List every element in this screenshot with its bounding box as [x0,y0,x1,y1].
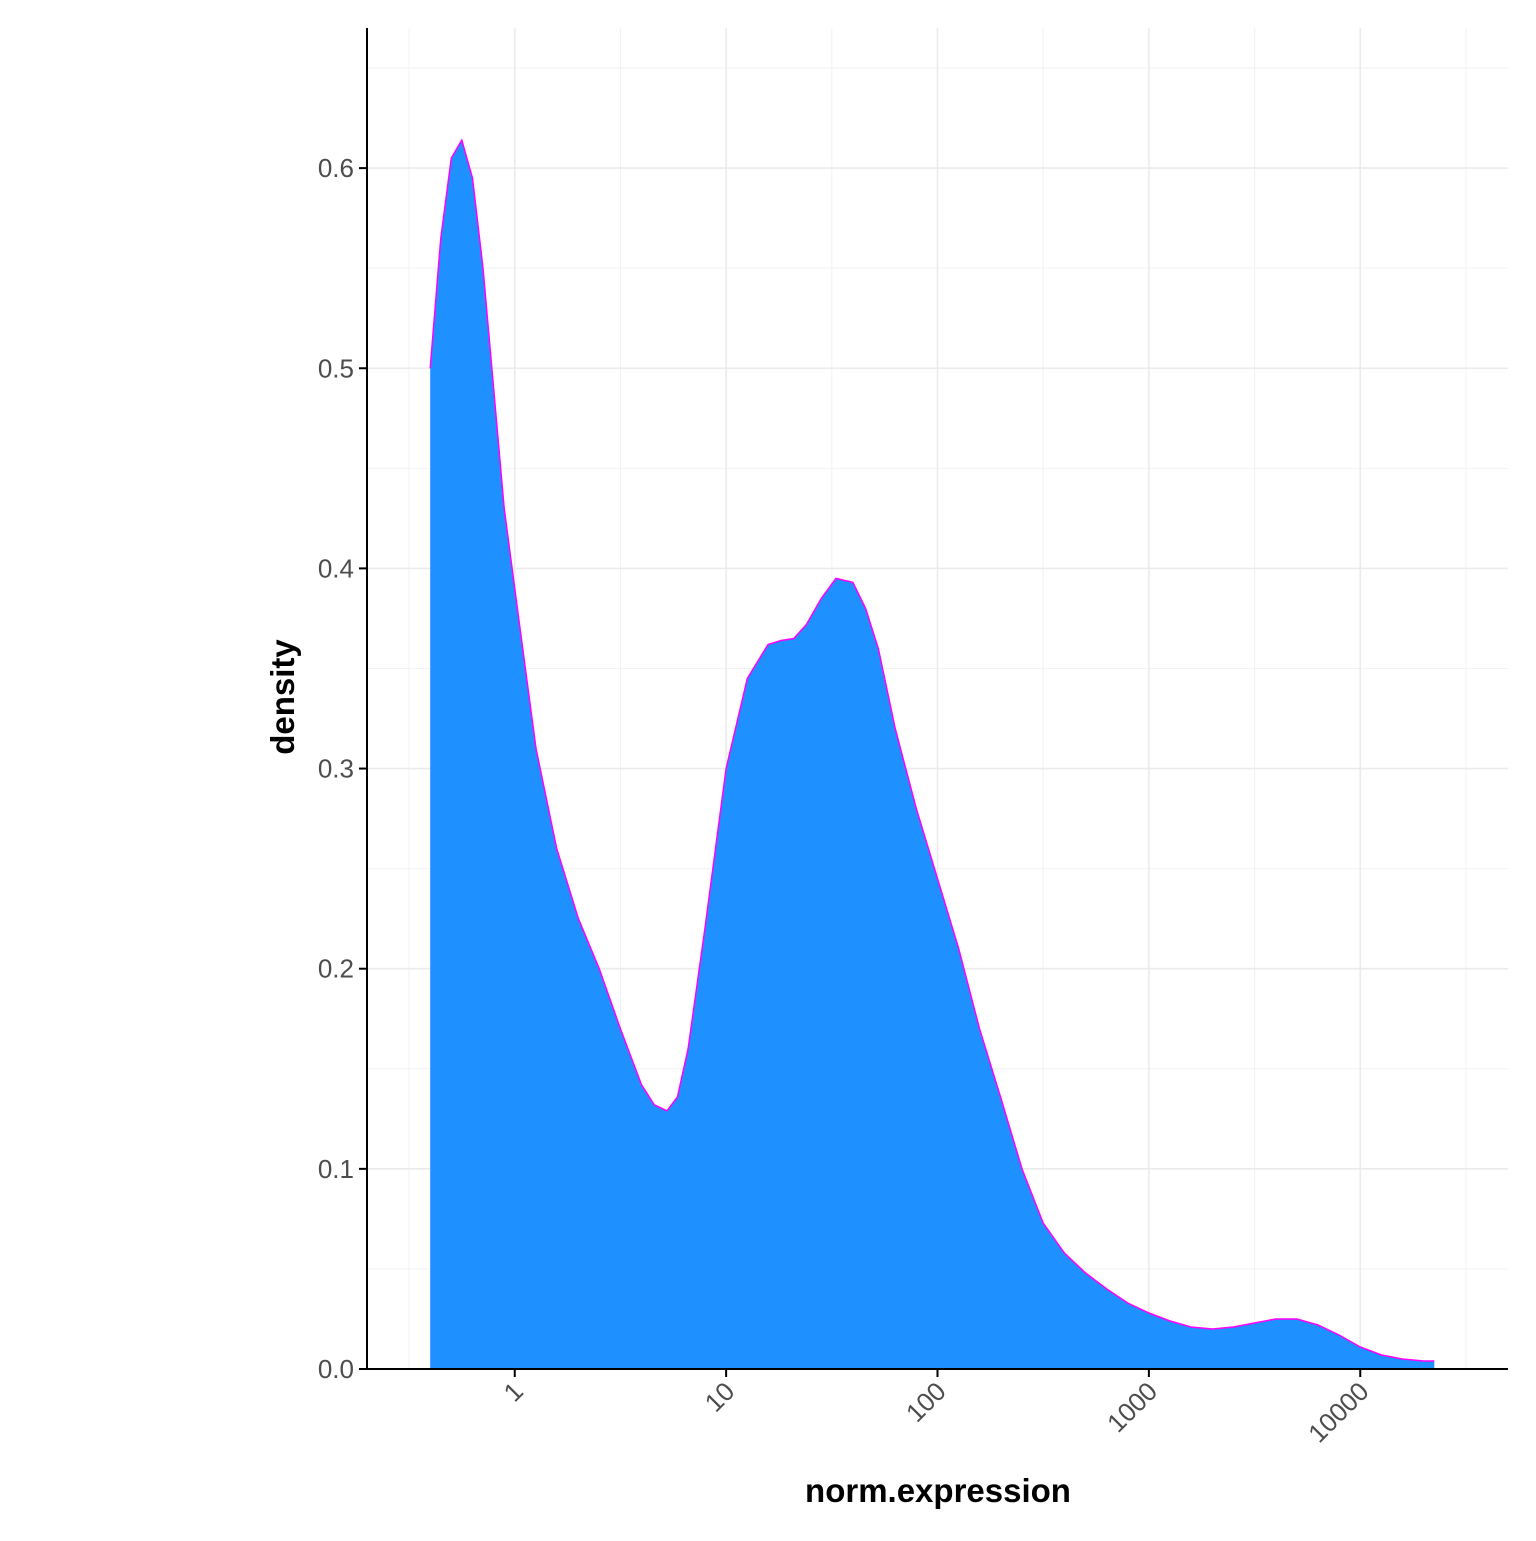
y-tick-label: 0.6 [318,153,354,183]
y-tick-label: 0.1 [318,1154,354,1184]
x-tick-label: 1 [497,1376,528,1407]
x-axis-title: norm.expression [805,1472,1071,1509]
x-tick-label: 100 [900,1376,952,1428]
y-tick-label: 0.3 [318,754,354,784]
x-tick-label: 10000 [1302,1376,1374,1448]
area-layer [429,138,1435,1370]
y-tick-label: 0.2 [318,954,354,984]
x-ticks: 1 10 100 1000 10000 [497,1369,1375,1448]
y-axis-title: density [264,639,301,755]
y-tick-label: 0.0 [318,1354,354,1384]
density-area [430,140,1435,1370]
y-tick-label: 0.5 [318,353,354,383]
density-outline [429,138,1435,1362]
y-tick-label: 0.4 [318,553,354,583]
x-tick-label: 10 [699,1376,741,1418]
x-tick-label: 1000 [1101,1376,1163,1438]
y-ticks: 0.0 0.1 0.2 0.3 0.4 0.5 0.6 [318,153,367,1384]
